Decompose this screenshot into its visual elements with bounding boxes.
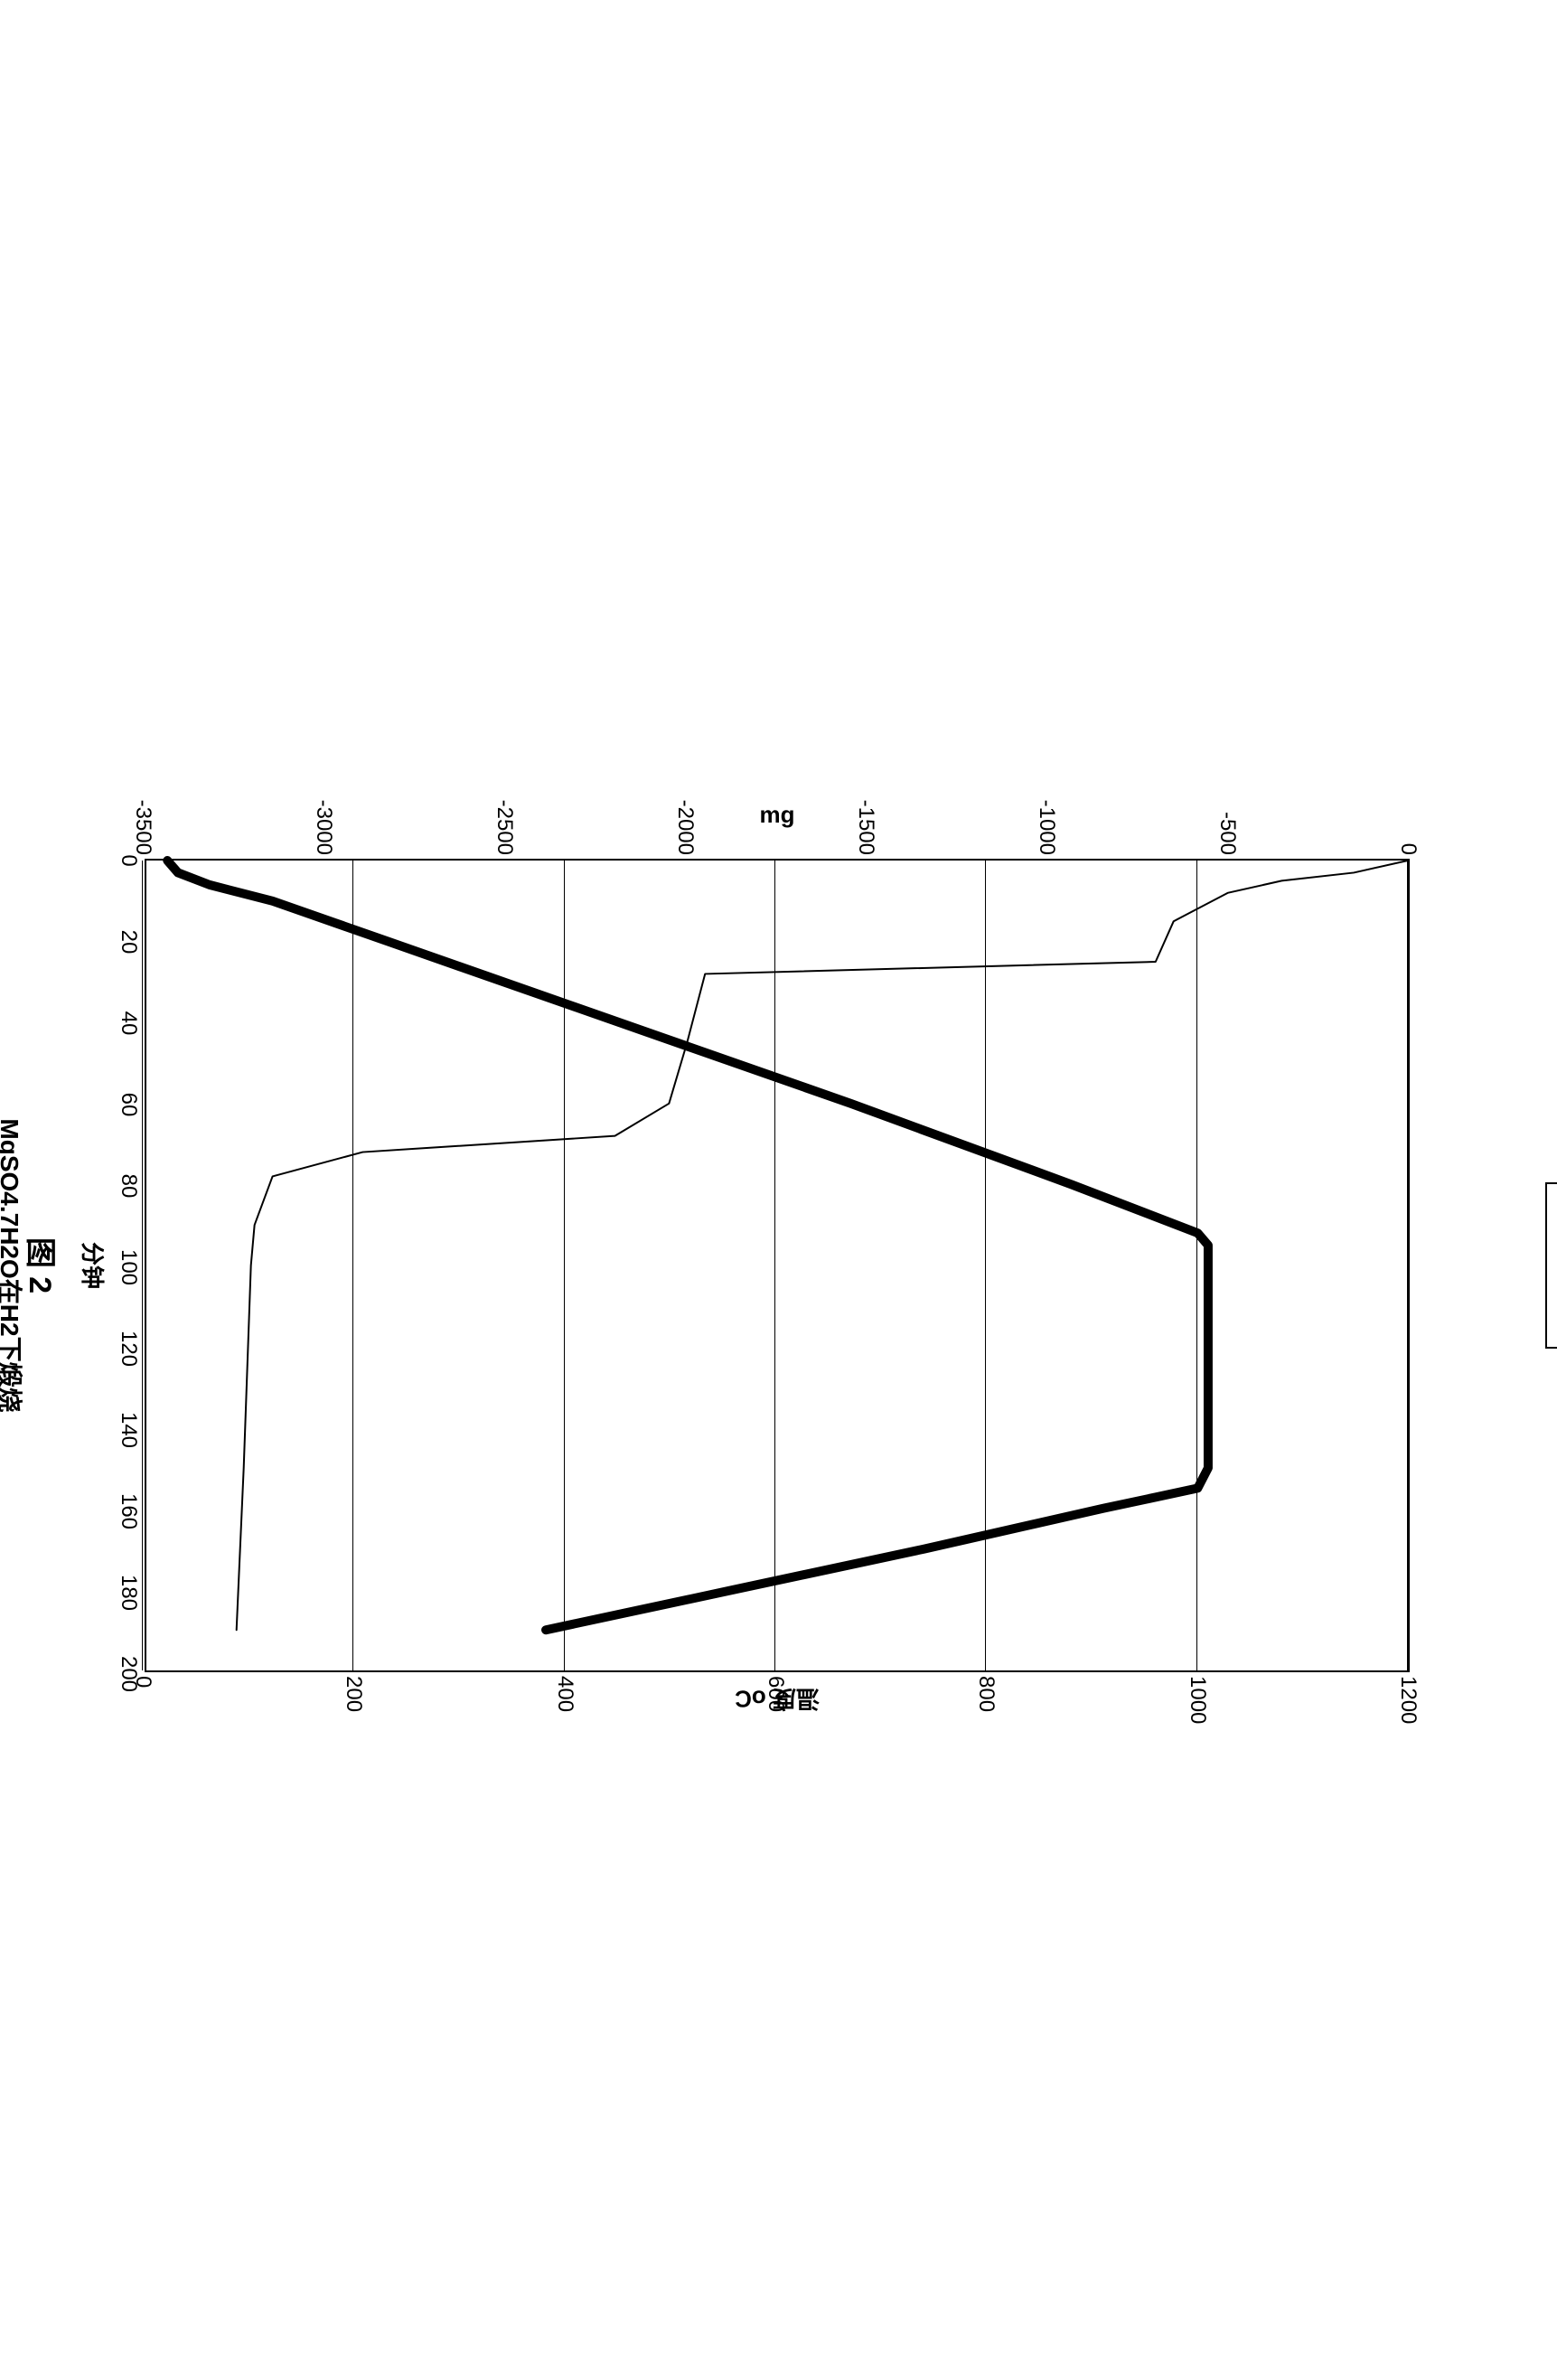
x-tick-label: 100 [116,1249,146,1285]
y-left-tick-label: -1500 [853,800,878,861]
y-left-axis-label: mg [760,801,795,829]
y-right-tick-label: 1000 [1185,1670,1210,1724]
x-tick-label: 0 [116,854,146,866]
x-tick-label: 120 [116,1331,146,1367]
x-tick-label: 140 [116,1412,146,1448]
y-left-tick-label: 0 [1395,843,1421,861]
x-tick-label: 20 [116,930,146,955]
y-right-tick-label: 800 [973,1670,999,1712]
page: 重量损失 温度 mg 温度 oC 分钟 图 2 MgSO4.7H2O在H2下煅烧… [0,0,1557,2380]
y-right-tick-label: 400 [552,1670,577,1712]
x-axis-label: 分钟 [77,1242,110,1289]
x-tick-label: 80 [116,1174,146,1199]
x-tick-label: 160 [116,1493,146,1529]
series-temperature [167,861,1208,1630]
y-left-tick-label: -3500 [130,800,155,861]
chart-series-svg [146,861,1408,1670]
y-left-tick-label: -1000 [1034,800,1059,861]
y-right-tick-label: 1200 [1395,1670,1421,1724]
x-tick-label: 180 [116,1575,146,1611]
figure-caption: MgSO4.7H2O在H2下煅烧 [0,1118,29,1412]
x-tick-label: 40 [116,1011,146,1036]
y-right-tick-label: 200 [341,1670,366,1712]
plot-area: mg 温度 oC 分钟 图 2 MgSO4.7H2O在H2下煅烧 0-500-1… [145,859,1410,1672]
x-tick-label: 200 [116,1656,146,1692]
y-left-tick-label: -500 [1215,812,1240,861]
y-left-tick-label: -2000 [672,800,698,861]
x-tick-label: 60 [116,1093,146,1117]
y-right-tick-label: 600 [763,1670,788,1712]
y-left-tick-label: -2500 [492,800,517,861]
chart-rotated-container: 重量损失 温度 mg 温度 oC 分钟 图 2 MgSO4.7H2O在H2下煅烧… [9,768,1455,1763]
y-left-tick-label: -3000 [311,800,336,861]
legend-box: 重量损失 温度 [1545,1182,1557,1349]
series-weight_loss [237,861,1408,1630]
